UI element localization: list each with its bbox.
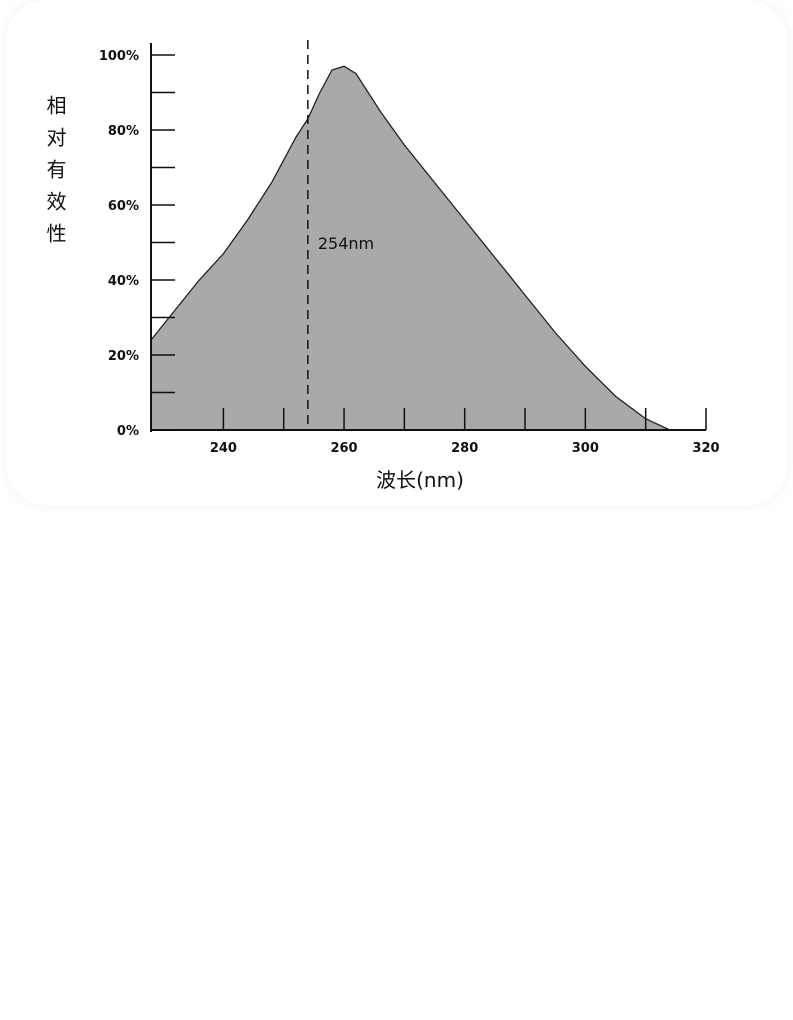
x-axis-label: 波长(nm) <box>376 468 464 492</box>
x-tick-label: 260 <box>330 441 357 456</box>
area-fill <box>151 66 670 430</box>
y-tick-label: 60% <box>108 199 139 214</box>
y-tick-label: 80% <box>108 124 139 139</box>
y-axis-label: 相对有效性 <box>43 95 67 255</box>
x-tick-label: 280 <box>451 441 478 456</box>
x-tick-label: 240 <box>210 441 237 456</box>
x-tick-label: 300 <box>572 441 599 456</box>
y-tick-label: 0% <box>117 424 139 439</box>
annotation: 254nm <box>318 234 374 253</box>
y-tick-label: 40% <box>108 274 139 289</box>
area-line <box>150 65 671 431</box>
y-tick-label: 20% <box>108 349 139 364</box>
x-tick-label: 320 <box>692 441 719 456</box>
y-tick-label: 100% <box>99 49 139 64</box>
